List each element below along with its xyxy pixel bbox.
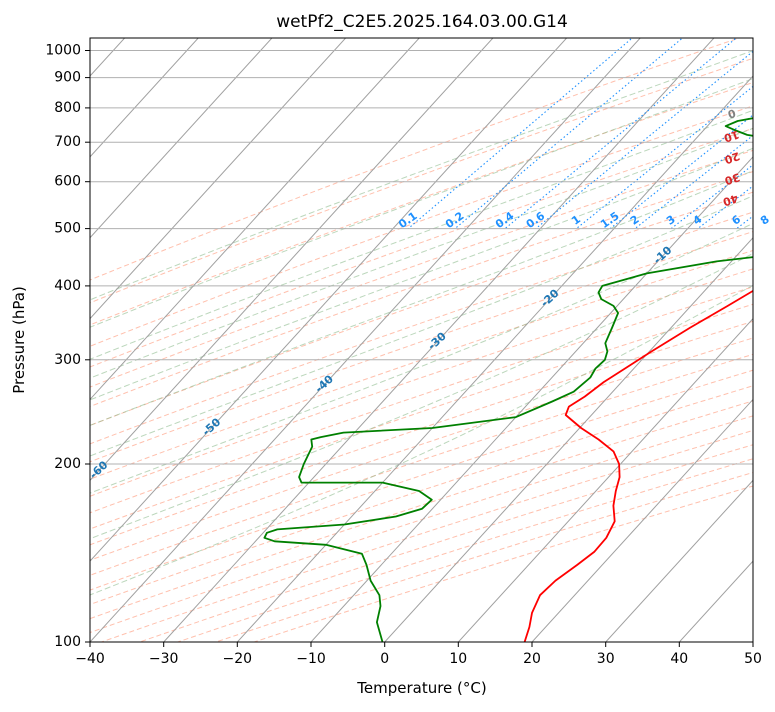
dry-adiabat [90, 149, 753, 388]
x-tick-label: −20 [223, 651, 253, 667]
y-tick-label: 200 [54, 456, 81, 472]
isotherm [457, 317, 753, 642]
sounding-profiles [263, 117, 753, 642]
x-tick-label: −10 [296, 651, 326, 667]
mixing-ratio-label: 0.1 [396, 209, 419, 231]
background-lines [90, 26, 775, 642]
isotherm [678, 560, 753, 642]
mixing-ratio-label: 3 [664, 213, 678, 228]
dry-adiabat-label: 0 [726, 106, 738, 121]
x-tick-label: −30 [149, 651, 179, 667]
mixing-ratio-label: 4 [691, 212, 705, 227]
y-tick-label: 900 [54, 70, 81, 86]
mixing-ratio-line [576, 85, 753, 230]
mixing-ratio-line [407, 38, 634, 230]
isotherm [90, 38, 347, 320]
isotherm [163, 38, 715, 642]
isotherm [90, 38, 420, 401]
mixing-ratio-line [609, 114, 753, 230]
dry-adiabat [90, 415, 753, 634]
dry-adiabat [90, 320, 753, 546]
x-axis-label: Temperature (°C) [356, 679, 486, 697]
isotherm [90, 38, 568, 562]
mixing-ratio-line [454, 38, 684, 230]
dry-adiabat-label: 40 [721, 191, 740, 208]
dry-adiabat [90, 57, 753, 304]
y-tick-label: 1000 [45, 43, 81, 59]
dry-adiabat [214, 471, 753, 642]
isotherm [90, 38, 273, 239]
mixing-ratio-label: 0.6 [524, 209, 548, 231]
dry-adiabat [90, 385, 753, 606]
x-tick-label: −40 [75, 651, 105, 667]
isotherm [531, 398, 753, 642]
y-tick-label: 400 [54, 278, 81, 294]
mixing-ratio-line [697, 185, 753, 230]
y-tick-label: 700 [54, 134, 81, 150]
y-axis-label: Pressure (hPa) [10, 286, 28, 394]
mixing-ratio-line [535, 50, 753, 230]
dry-adiabat [90, 105, 753, 347]
dry-adiabat [90, 369, 753, 591]
dry-adiabat-label: 10 [722, 127, 741, 144]
isotherm [90, 38, 199, 158]
isotherm [90, 38, 641, 642]
dry-adiabat [90, 303, 753, 530]
dry-adiabat-label: 30 [723, 170, 742, 187]
isotherm [384, 236, 753, 642]
dry-adiabat [90, 38, 741, 281]
x-tick-label: 40 [670, 651, 688, 667]
mixing-ratio-label: 1.5 [598, 209, 621, 231]
dry-adiabat-label: 20 [722, 149, 741, 166]
moist-adiabat [90, 284, 753, 596]
moist-adiabat [90, 170, 753, 426]
dry-adiabat [90, 337, 753, 561]
x-tick-label: 30 [597, 651, 615, 667]
isotherm [310, 156, 753, 642]
mixing-ratio-label: 0.4 [493, 209, 517, 231]
isotherm [90, 38, 494, 482]
x-tick-label: 10 [449, 651, 467, 667]
moist-adiabat [90, 147, 753, 401]
isotherm [605, 479, 753, 642]
x-tick-label: 0 [380, 651, 389, 667]
y-tick-label: 300 [54, 352, 81, 368]
y-tick-label: 800 [54, 100, 81, 116]
mixing-ratio-line [504, 38, 738, 230]
y-tick-label: 500 [54, 221, 81, 237]
chart-title: wetPf2_C2E5.2025.164.03.00.G14 [276, 12, 568, 32]
dry-adiabat [90, 353, 753, 576]
mixing-ratio-line [736, 215, 753, 230]
mixing-ratio-line [634, 134, 753, 230]
x-tick-label: 50 [744, 651, 762, 667]
y-tick-label: 600 [54, 174, 81, 190]
plot-frame [89, 37, 754, 643]
dewpoint-line [263, 117, 753, 642]
temperature-line [523, 289, 753, 642]
mixing-ratio-label: 0.2 [443, 209, 466, 231]
moist-adiabat [90, 195, 753, 457]
mixing-ratio-label: 8 [758, 213, 772, 228]
isotherm [752, 641, 753, 642]
y-tick-label: 100 [54, 634, 81, 650]
moist-adiabat [90, 127, 753, 379]
moist-adiabat [90, 222, 753, 494]
line-labels: -100-90-80-70-60-50-40-30-20-100.10.20.4… [87, 106, 772, 481]
x-axis-ticks: −40 −30 −20 −10 0 10 20 30 40 50 [75, 642, 762, 667]
y-axis-ticks: 100 200 300 400 500 600 700 800 900 1000 [45, 43, 90, 650]
mixing-ratio-line [765, 26, 775, 229]
isotherm [236, 75, 753, 642]
x-tick-label: 20 [523, 651, 541, 667]
moist-adiabat [90, 50, 753, 301]
moist-adiabat [90, 109, 753, 360]
